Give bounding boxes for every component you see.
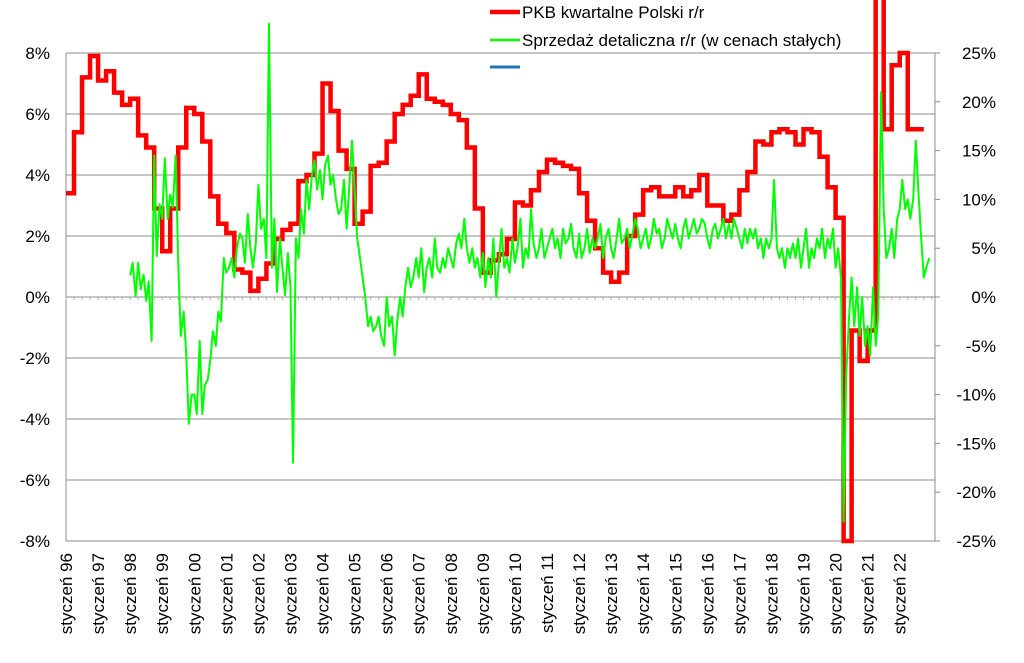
- x-tick-label: styczeń 05: [346, 553, 365, 634]
- x-tick-label: styczeń 19: [795, 553, 814, 634]
- left-tick-label: 4%: [25, 166, 50, 185]
- legend-label-0: PKB kwartalne Polski r/r: [522, 3, 705, 22]
- x-tick-label: styczeń 03: [281, 553, 300, 634]
- x-tick-label: styczeń 06: [378, 553, 397, 634]
- right-tick-label: -25%: [956, 532, 996, 551]
- left-tick-label: 8%: [25, 44, 50, 63]
- legend-label-1: Sprzedaż detaliczna r/r (w cenach stałyc…: [522, 31, 841, 50]
- x-tick-label: styczeń 01: [217, 553, 236, 634]
- x-tick-label: styczeń 16: [698, 553, 717, 634]
- x-axis-tick-labels: styczeń 96 styczeń 97 styczeń 98 styczeń 99…: [57, 553, 910, 634]
- left-tick-label: -4%: [20, 410, 50, 429]
- right-tick-label: -10%: [956, 386, 996, 405]
- x-tick-label: styczeń 08: [442, 553, 461, 634]
- x-tick-label: styczeń 09: [474, 553, 493, 634]
- right-tick-label: 0%: [971, 288, 996, 307]
- x-tick-label: styczeń 11: [538, 553, 557, 633]
- right-tick-label: -15%: [956, 434, 996, 453]
- right-tick-label: 15%: [962, 142, 996, 161]
- axes: [65, 52, 940, 542]
- left-tick-label: -2%: [20, 349, 50, 368]
- x-tick-label: styczeń 98: [121, 553, 140, 634]
- x-tick-label: styczeń 20: [827, 553, 846, 634]
- right-tick-label: 5%: [971, 239, 996, 258]
- legend: PKB kwartalne Polski r/r Sprzedaż detalic…: [490, 3, 841, 69]
- x-tick-label: styczeń 96: [57, 553, 76, 634]
- x-tick-label: styczeń 00: [185, 553, 204, 634]
- right-tick-label: 10%: [962, 190, 996, 209]
- right-axis-tick-labels: 25% 20% 15% 10% 5% 0% -5% -10% -15% -20% -25%: [956, 44, 996, 551]
- right-tick-label: 20%: [962, 93, 996, 112]
- x-tick-label: styczeń 04: [314, 553, 333, 634]
- right-tick-label: 25%: [962, 44, 996, 63]
- x-tick-label: styczeń 13: [602, 553, 621, 634]
- left-tick-label: -6%: [20, 471, 50, 490]
- left-tick-label: -8%: [20, 532, 50, 551]
- right-tick-label: -20%: [956, 483, 996, 502]
- x-tick-label: styczeń 02: [249, 553, 268, 634]
- left-axis-tick-labels: 8% 6% 4% 2% 0% -2% -4% -6% -8%: [20, 44, 50, 551]
- x-tick-label: styczeń 07: [410, 553, 429, 634]
- x-tick-label: styczeń 21: [859, 553, 878, 634]
- x-tick-label: styczeń 22: [891, 553, 910, 634]
- x-tick-label: styczeń 12: [570, 553, 589, 634]
- x-tick-label: styczeń 15: [666, 553, 685, 634]
- x-tick-label: styczeń 97: [89, 553, 108, 634]
- x-tick-label: styczeń 17: [730, 553, 749, 634]
- series-line-sprzedaz: [129, 22, 931, 523]
- x-tick-label: styczeń 99: [153, 553, 172, 634]
- x-tick-label: styczeń 18: [762, 553, 781, 634]
- left-tick-label: 2%: [25, 227, 50, 246]
- x-tick-label: styczeń 10: [506, 553, 525, 634]
- left-tick-label: 6%: [25, 105, 50, 124]
- left-tick-label: 0%: [25, 288, 50, 307]
- x-tick-label: styczeń 14: [634, 553, 653, 634]
- series-layer: [66, 0, 931, 544]
- right-tick-label: -5%: [966, 337, 996, 356]
